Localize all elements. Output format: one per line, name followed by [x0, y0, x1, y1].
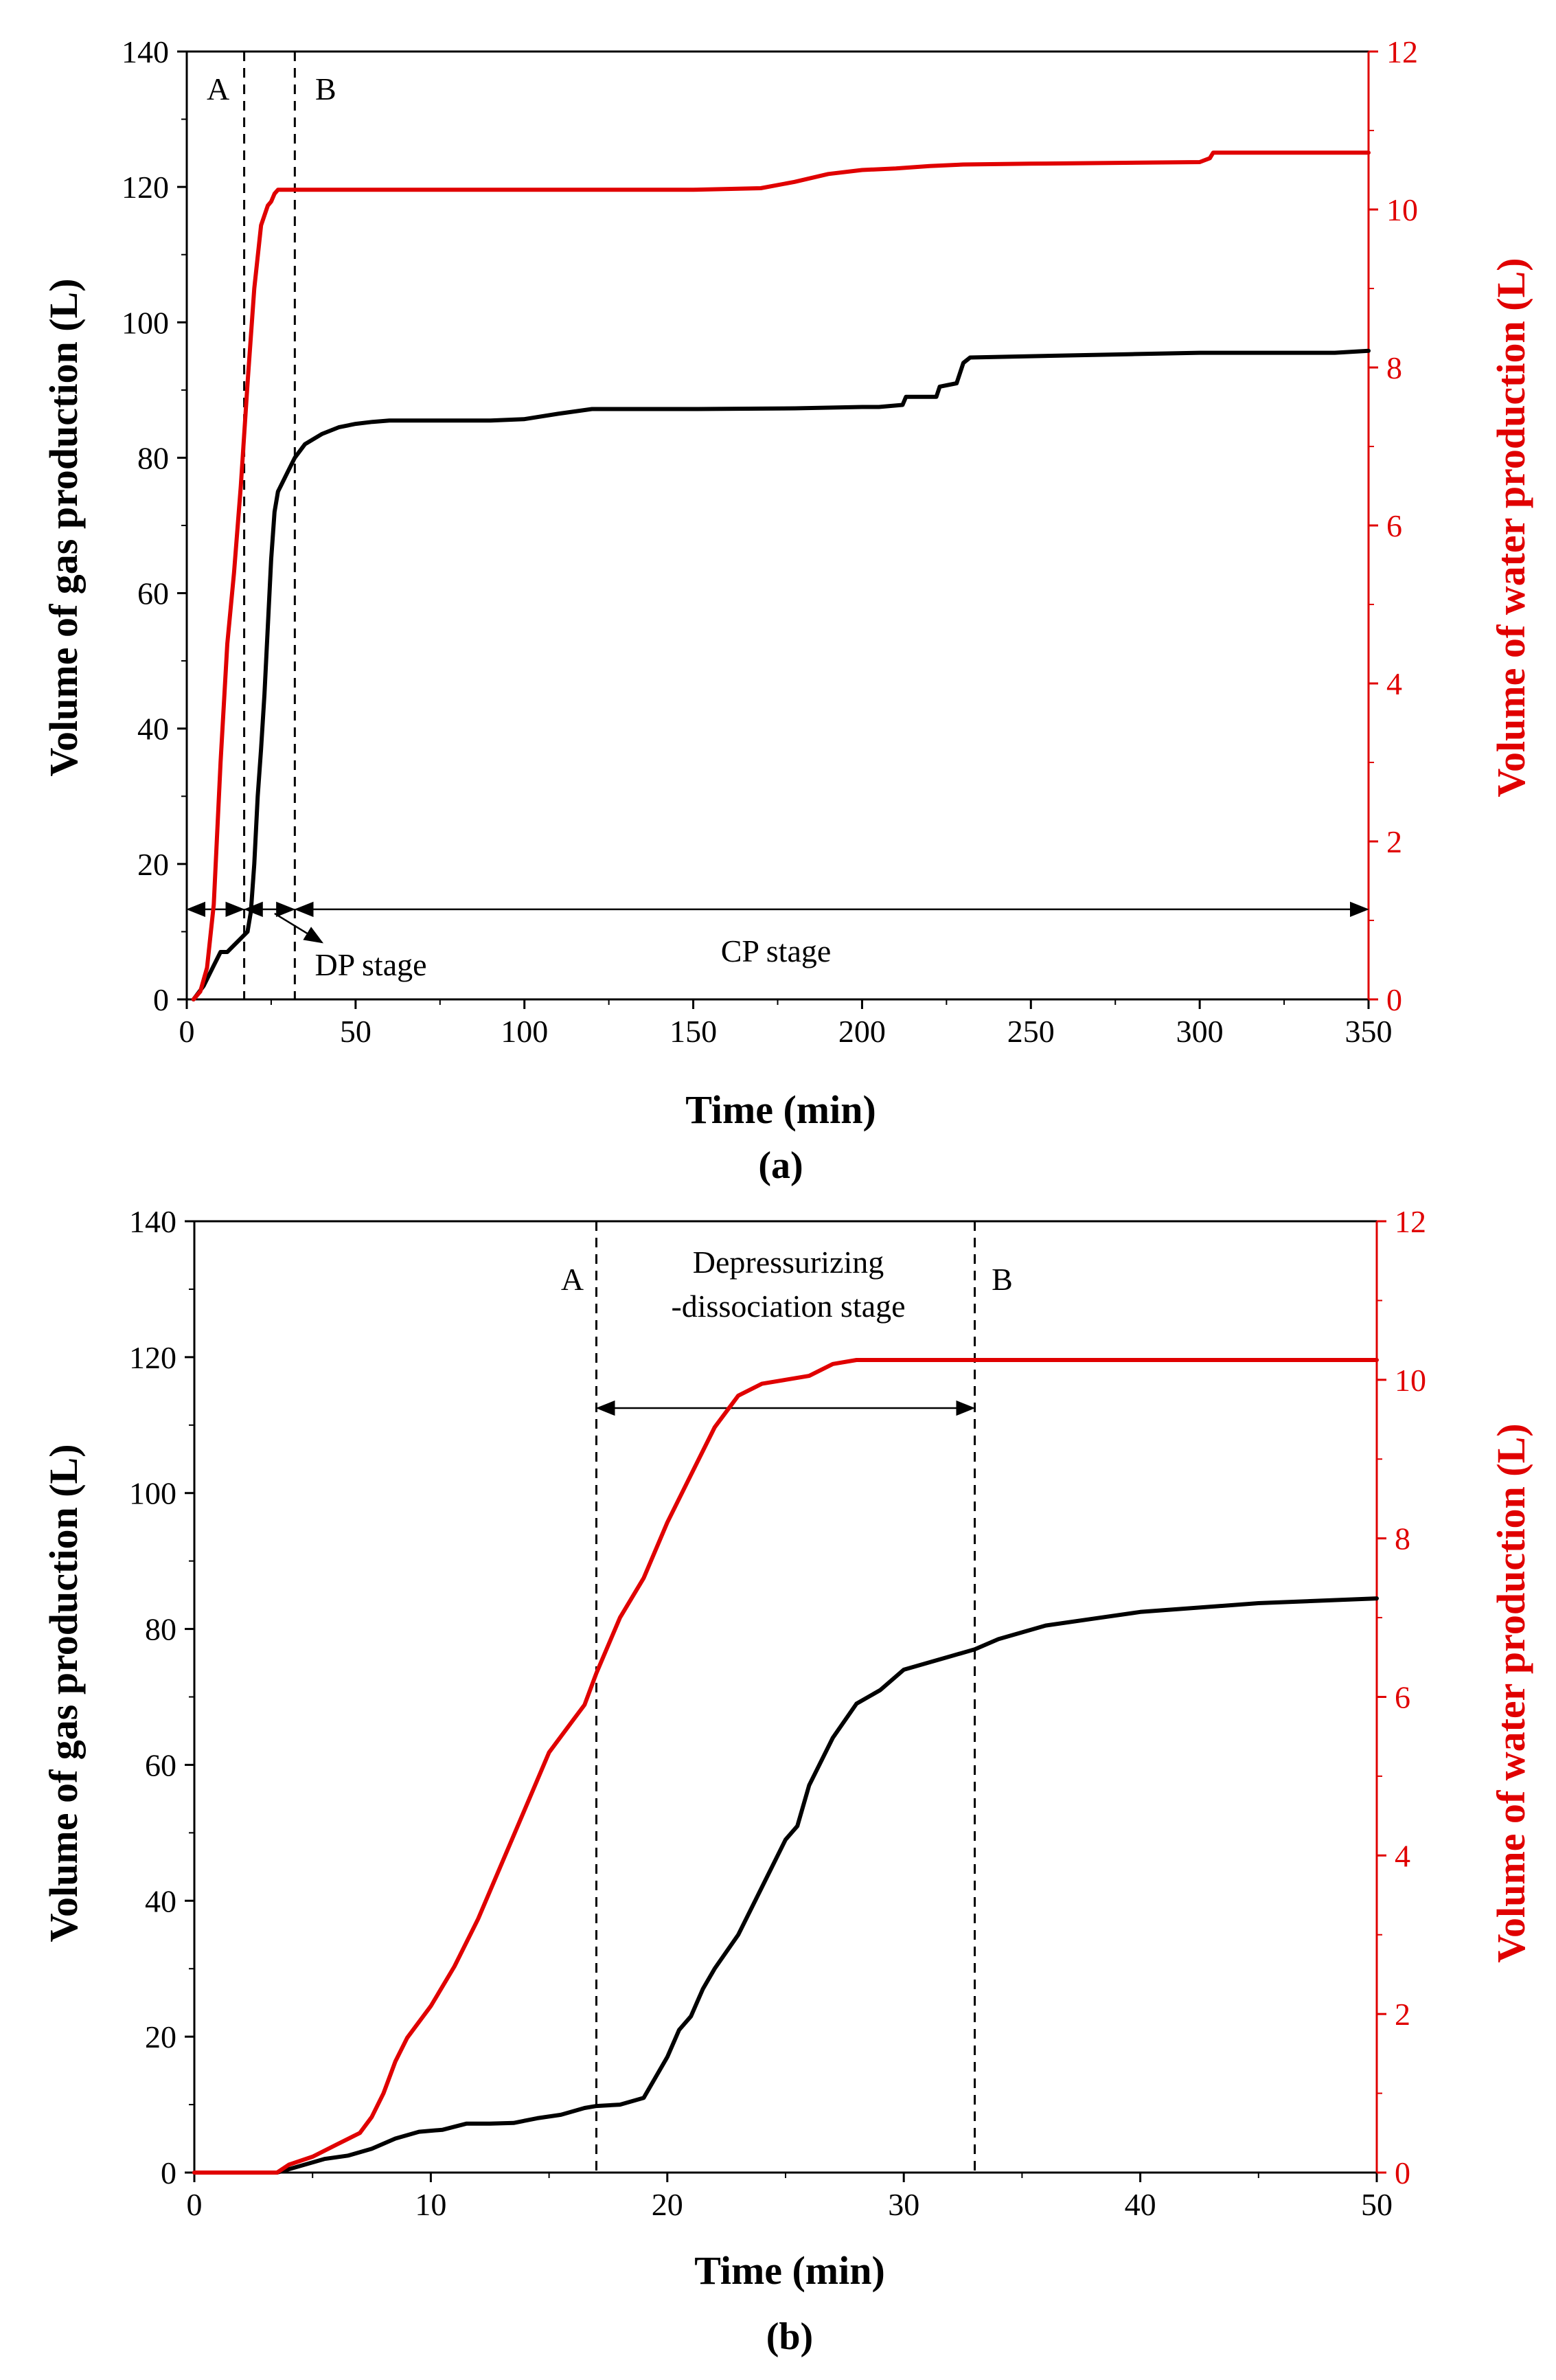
x-tick-label: 300 — [1176, 1014, 1224, 1049]
stage-label-line1: Depressurizing — [693, 1245, 884, 1280]
x-tick-label: 150 — [670, 1014, 717, 1049]
panel-b: Time (min) Volume of gas production (L) … — [41, 1245, 1533, 2358]
y-tick-label: 40 — [145, 1883, 176, 1918]
x-tick-label: 20 — [652, 2187, 683, 2222]
water-production-line — [192, 1358, 1379, 2175]
y-tick-label: 60 — [145, 1747, 176, 1782]
x-tick-label: 10 — [415, 2187, 446, 2222]
panel-a-xlabel: Time (min) — [685, 1087, 876, 1132]
y-tick-label: 60 — [137, 576, 169, 611]
x-tick-label: 0 — [187, 2187, 203, 2222]
y2-tick-label: 6 — [1395, 1680, 1410, 1715]
x-tick-label: 30 — [888, 2187, 919, 2222]
panel-b-xlabel: Time (min) — [694, 2248, 885, 2293]
y2-tick-label: 2 — [1395, 1997, 1410, 2032]
cp-stage-label: CP stage — [721, 933, 832, 968]
y-tick-label: 80 — [137, 440, 169, 475]
vline-label-B: B — [315, 71, 336, 106]
y-tick-label: 120 — [129, 1340, 176, 1375]
x-tick-label: 350 — [1345, 1014, 1393, 1049]
x-tick-label: 100 — [501, 1014, 548, 1049]
y2-tick-label: 2 — [1386, 824, 1402, 859]
y2-tick-label: 8 — [1395, 1521, 1410, 1556]
x-tick-label: 0 — [179, 1014, 195, 1049]
dp-pointer-arrow — [274, 912, 324, 944]
vline-label-A: A — [561, 1262, 584, 1297]
y-tick-label: 140 — [122, 34, 169, 69]
y-tick-label: 0 — [161, 2155, 176, 2190]
y-tick-label: 120 — [122, 170, 169, 205]
y-tick-label: 0 — [153, 982, 169, 1017]
x-tick-label: 50 — [1361, 2187, 1393, 2222]
y-tick-label: 100 — [129, 1476, 176, 1511]
y2-tick-label: 0 — [1395, 2155, 1410, 2190]
gas-production-line — [191, 348, 1371, 1001]
vline-label-B: B — [992, 1262, 1013, 1297]
y2-tick-label: 10 — [1386, 192, 1418, 227]
panel-b-y2label: Volume of water production (L) — [1489, 1423, 1533, 1962]
y2-tick-label: 12 — [1395, 1204, 1426, 1239]
panel-b-ylabel: Volume of gas production (L) — [41, 1444, 86, 1942]
x-tick-label: 200 — [838, 1014, 886, 1049]
panel-a-ylabel: Volume of gas production (L) — [41, 278, 86, 776]
x-tick-label: 40 — [1125, 2187, 1156, 2222]
x-tick-label: 50 — [340, 1014, 371, 1049]
y-tick-label: 20 — [137, 847, 169, 882]
y-tick-label: 20 — [145, 2019, 176, 2054]
y-tick-label: 80 — [145, 1612, 176, 1647]
chart-marks: 0 50 100 150 200 250 300 3500204060801001201400… — [122, 34, 1426, 2222]
y2-tick-label: 6 — [1386, 508, 1402, 543]
water-production-line — [191, 150, 1371, 1001]
panel-a-y2label: Volume of water production (L) — [1489, 258, 1533, 797]
y2-tick-label: 4 — [1395, 1838, 1410, 1873]
vline-label-A: A — [207, 71, 229, 106]
gas-production-line — [192, 1596, 1379, 2175]
y2-tick-label: 8 — [1386, 350, 1402, 385]
panel-a-marks: 0 50 100 150 200 250 300 3500204060801001201400… — [122, 34, 1418, 1049]
y2-tick-label: 0 — [1386, 982, 1402, 1017]
panel-b-label: (b) — [766, 2315, 813, 2358]
y2-tick-label: 4 — [1386, 666, 1402, 701]
panel-a-label: (a) — [758, 1144, 803, 1187]
stage-label-line2: -dissociation stage — [671, 1289, 905, 1324]
y-tick-label: 100 — [122, 305, 169, 340]
y2-tick-label: 12 — [1386, 34, 1418, 69]
dp-stage-label: DP stage — [314, 947, 426, 982]
y-tick-label: 140 — [129, 1204, 176, 1239]
panel-a: Time (min) Volume of gas production (L) … — [41, 258, 1533, 1187]
y-tick-label: 40 — [137, 712, 169, 747]
x-tick-label: 250 — [1007, 1014, 1055, 1049]
y2-tick-label: 10 — [1395, 1363, 1426, 1398]
